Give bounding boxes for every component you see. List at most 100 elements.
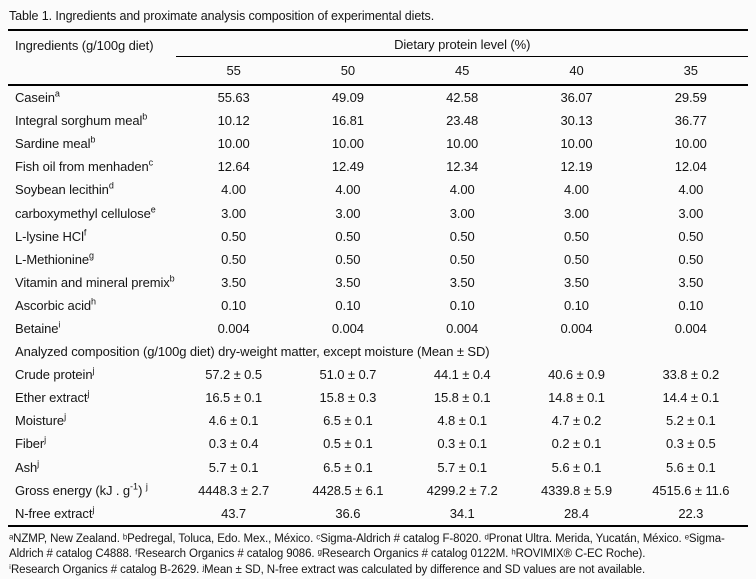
value-cell: 0.10 [564, 297, 589, 313]
table-row-lysine: L-lysine HClf 0.50 0.50 0.50 0.50 0.50 [8, 225, 748, 248]
section-header-row: Analyzed composition (g/100g diet) dry-w… [8, 340, 748, 363]
row-label-exponent: -1 [130, 481, 139, 492]
row-label: Integral sorghum mealb [8, 109, 176, 132]
protein-level-35: 35 [633, 56, 748, 86]
value-cell: 5.6 ± 0.1 [666, 459, 716, 475]
header-row-levels: 55 50 45 40 35 [8, 56, 748, 86]
value-cell: 4.00 [449, 182, 475, 198]
value-cell: 49.09 [331, 90, 364, 106]
value-cell: 4.8 ± 0.1 [437, 413, 487, 429]
row-label-text: Ascorbic acid [15, 297, 92, 313]
value-cell: 6.5 ± 0.1 [323, 413, 373, 429]
value-cell: 3.50 [221, 274, 247, 290]
row-label-sup: c [148, 158, 154, 168]
value-cell: 3.50 [335, 274, 361, 290]
row-label-sup: j [44, 435, 47, 446]
row-label: carboxymethyl cellulosee [8, 201, 176, 224]
value-cell: 0.50 [449, 228, 475, 244]
value-cell: 6.5 ± 0.1 [323, 459, 373, 475]
table-row-casein: Caseina 55.63 49.09 42.58 36.07 29.59 [8, 85, 748, 109]
value-cell: 44.1 ± 0.4 [433, 367, 491, 383]
value-cell: 5.7 ± 0.1 [437, 459, 487, 475]
value-cell: 12.49 [331, 159, 364, 175]
row-label-text: Fiber [15, 436, 45, 452]
value-cell: 10.00 [560, 136, 593, 152]
table-row-betaine: Betainei 0.004 0.004 0.004 0.004 0.004 [8, 317, 748, 340]
value-cell: 0.10 [449, 297, 475, 313]
value-cell: 33.8 ± 0.2 [662, 367, 720, 383]
value-cell: 10.00 [331, 136, 364, 152]
value-cell: 0.50 [678, 251, 704, 267]
value-cell: 36.6 [335, 505, 361, 521]
value-cell: 3.00 [449, 205, 475, 221]
row-label-text: Betaine [15, 320, 59, 336]
row-label: Ascorbic acidh [8, 294, 176, 317]
row-label: Ether extractj [8, 386, 176, 409]
value-cell: 42.58 [446, 90, 479, 106]
value-cell: 14.4 ± 0.1 [662, 390, 720, 406]
table-row-ascorbic-acid: Ascorbic acidh 0.10 0.10 0.10 0.10 0.10 [8, 294, 748, 317]
row-label: Moisturej [8, 409, 176, 432]
table-row-fiber: Fiberj 0.3 ± 0.4 0.5 ± 0.1 0.3 ± 0.1 0.2… [8, 432, 748, 455]
table-row-ether-extract: Ether extractj 16.5 ± 0.1 15.8 ± 0.3 15.… [8, 386, 748, 409]
row-label-sup: b [90, 134, 96, 145]
value-cell: 4.6 ± 0.1 [208, 413, 259, 429]
diet-composition-table: Ingredients (g/100g diet) Dietary protei… [8, 31, 748, 527]
value-cell: 40.6 ± 0.9 [548, 367, 605, 383]
value-cell: 4.00 [221, 182, 247, 198]
protein-level-55: 55 [176, 56, 291, 86]
value-cell: 0.004 [217, 320, 250, 336]
value-cell: 10.12 [217, 113, 250, 129]
value-cell: 4428.5 ± 6.1 [312, 482, 384, 498]
row-label-sup: f [83, 227, 87, 238]
table-row-methionine: L-Methionineg 0.50 0.50 0.50 0.50 0.50 [8, 248, 748, 271]
row-label-sup: d [108, 181, 114, 192]
value-cell: 0.3 ± 0.5 [666, 436, 716, 452]
value-cell: 43.7 [221, 505, 247, 521]
value-cell: 10.00 [674, 136, 707, 152]
dietary-protein-level-header: Dietary protein level (%) [176, 31, 748, 57]
value-cell: 57.2 ± 0.5 [205, 367, 262, 383]
value-cell: 0.004 [674, 320, 707, 336]
value-cell: 0.004 [560, 320, 593, 336]
value-cell: 10.00 [446, 136, 479, 152]
value-cell: 14.8 ± 0.1 [548, 390, 605, 406]
value-cell: 15.8 ± 0.3 [319, 390, 377, 406]
value-cell: 36.77 [674, 113, 707, 129]
table-row-moisture: Moisturej 4.6 ± 0.1 6.5 ± 0.1 4.8 ± 0.1 … [8, 409, 748, 432]
protein-level-45: 45 [405, 56, 520, 86]
value-cell: 4339.8 ± 5.9 [540, 482, 612, 498]
value-cell: 10.00 [217, 136, 250, 152]
value-cell: 22.3 [678, 505, 704, 521]
row-label-sup: i [58, 319, 61, 330]
footnote-paragraph-a-h: ᵃNZMP, New Zealand. ᵇPedregal, Toluca, E… [9, 532, 725, 561]
row-label-sup: g [88, 250, 94, 261]
value-cell: 0.50 [564, 228, 589, 244]
table-row-soybean-lecithin: Soybean lecithind 4.00 4.00 4.00 4.00 4.… [8, 178, 748, 201]
row-label: Soybean lecithind [8, 178, 176, 201]
row-label: Betainei [8, 317, 176, 340]
row-label: L-Methionineg [8, 248, 176, 271]
value-cell: 4299.2 ± 7.2 [426, 482, 498, 498]
row-label-sup: b [142, 111, 148, 122]
value-cell: 51.0 ± 0.7 [319, 367, 377, 383]
value-cell: 5.6 ± 0.1 [551, 459, 602, 475]
row-label-sup: b [169, 273, 175, 284]
table-caption: Table 1. Ingredients and proximate analy… [8, 0, 748, 31]
value-cell: 3.50 [449, 274, 475, 290]
value-cell: 0.5 ± 0.1 [323, 436, 373, 452]
row-label-text: Fish oil from menhaden [15, 159, 149, 175]
value-cell: 0.2 ± 0.1 [551, 436, 602, 452]
row-label: Gross energy (kJ . g-1) j [8, 479, 176, 502]
value-cell: 0.50 [449, 251, 475, 267]
value-cell: 15.8 ± 0.1 [433, 390, 491, 406]
value-cell: 3.00 [678, 205, 704, 221]
value-cell: 55.63 [217, 90, 250, 106]
row-label-text: Gross energy (kJ . g [15, 482, 131, 498]
row-label-sup: j [92, 365, 95, 376]
value-cell: 23.48 [446, 113, 479, 129]
table-row-gross-energy: Gross energy (kJ . g-1) j 4448.3 ± 2.7 4… [8, 479, 748, 502]
row-label: Ashj [8, 456, 176, 479]
value-cell: 12.64 [217, 159, 250, 175]
ingredients-column-header: Ingredients (g/100g diet) [15, 37, 154, 53]
